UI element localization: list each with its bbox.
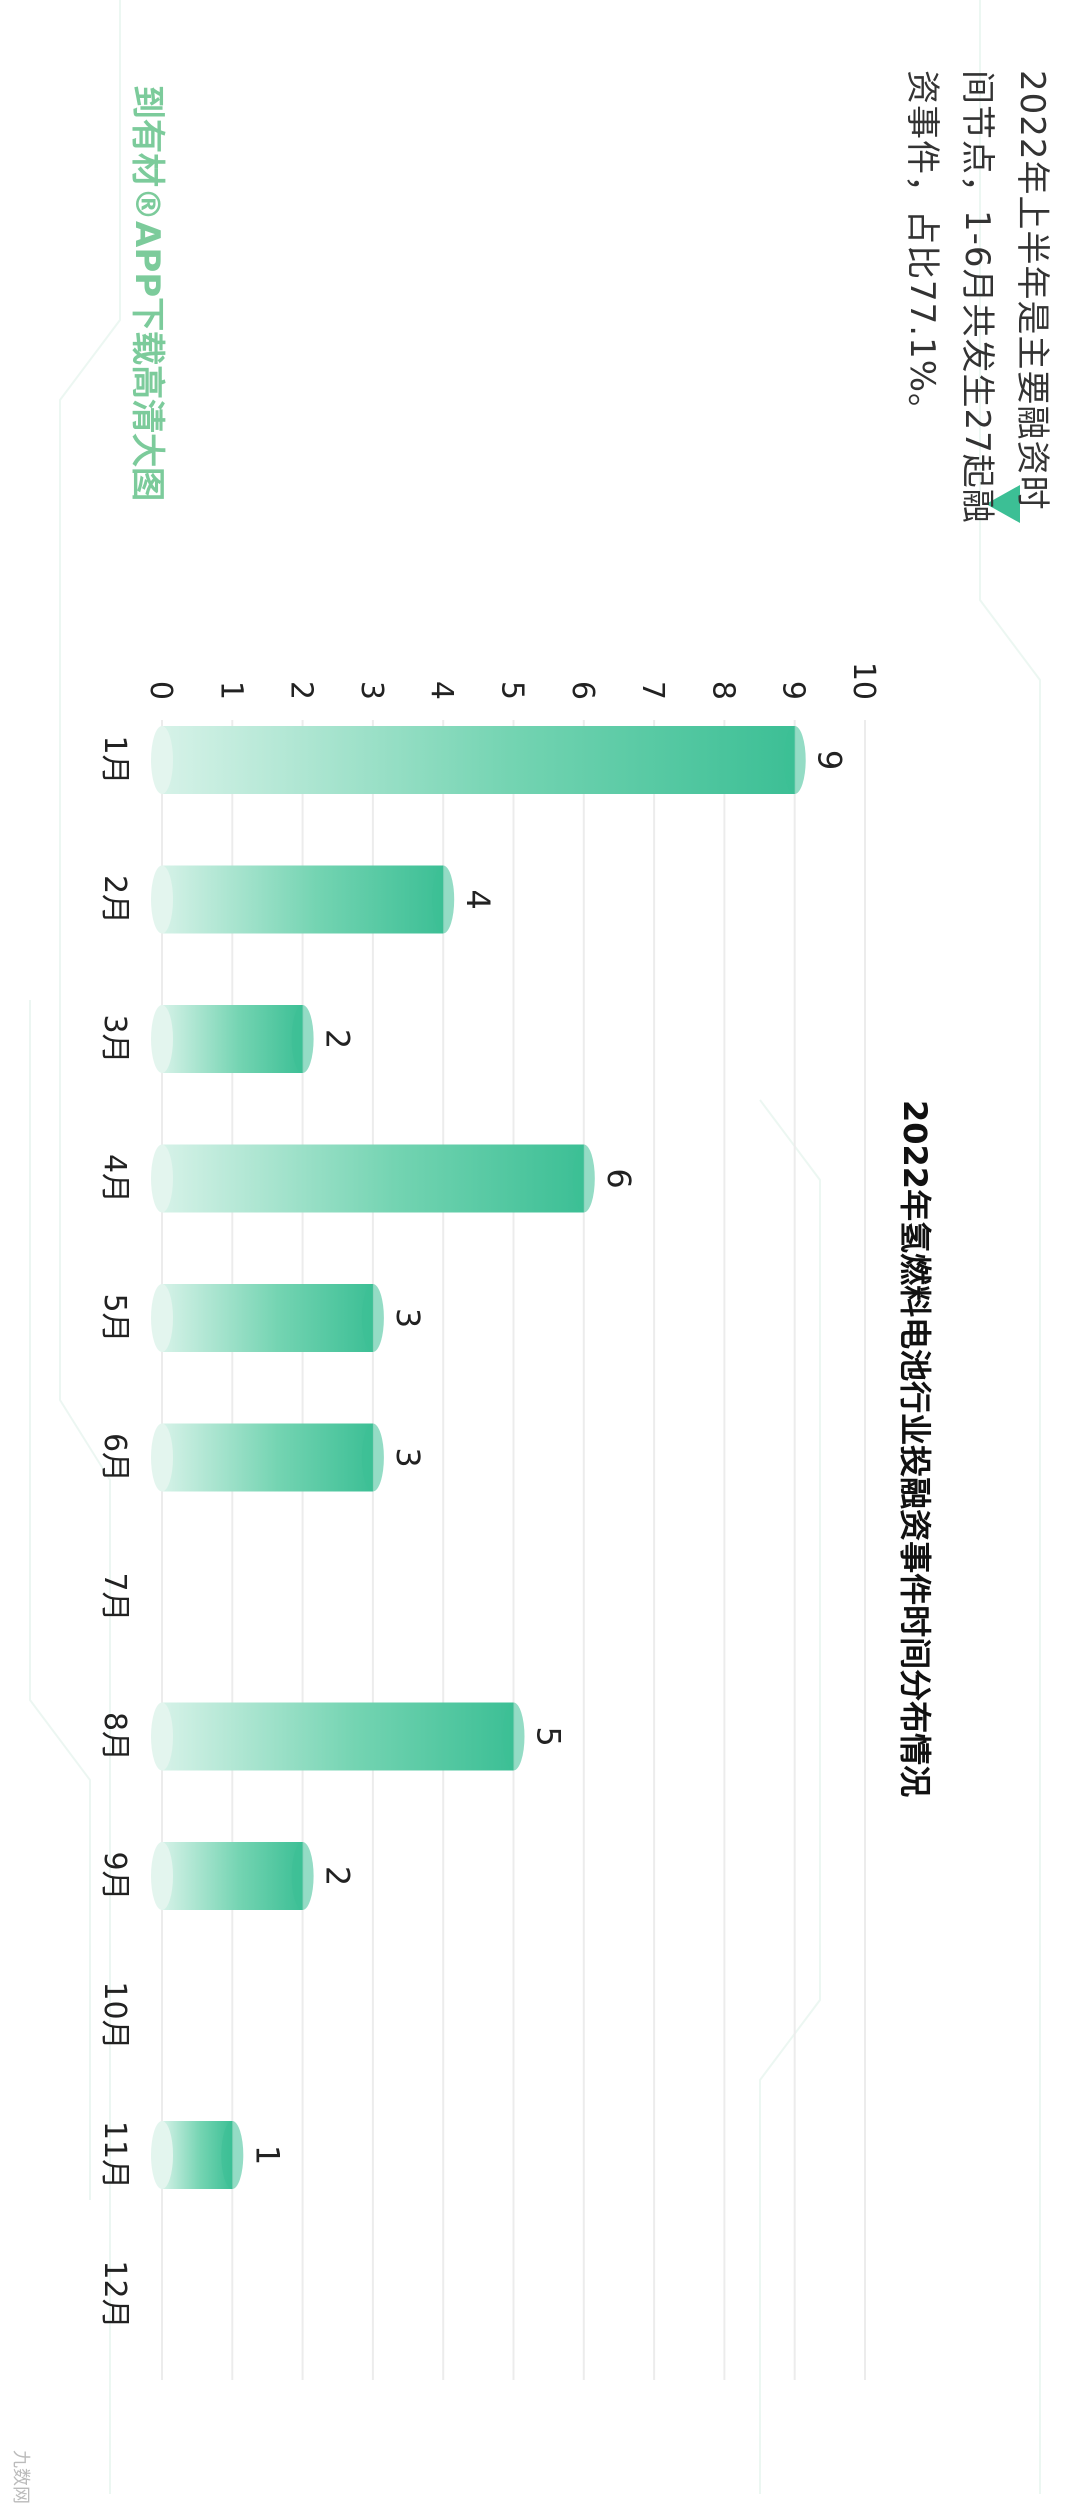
bar bbox=[162, 1423, 373, 1492]
bar-base bbox=[151, 1702, 173, 1771]
x-tick-label: 8月 bbox=[97, 1712, 132, 1761]
data-label: 6 bbox=[600, 1168, 638, 1188]
y-tick-label: 7 bbox=[635, 681, 670, 700]
bar-cap bbox=[291, 1842, 314, 1910]
bar-cap bbox=[502, 1702, 525, 1771]
y-tick-label: 9 bbox=[776, 681, 811, 700]
x-tick-label: 4月 bbox=[97, 1154, 132, 1203]
bar bbox=[162, 1144, 584, 1213]
x-tick-label: 11月 bbox=[97, 2121, 132, 2189]
data-label: 2 bbox=[319, 1029, 357, 1049]
decorative-circuit-line bbox=[59, 0, 121, 2494]
bar-cap bbox=[361, 1423, 384, 1492]
bar-cap bbox=[572, 1144, 595, 1213]
bar-base bbox=[151, 1423, 173, 1492]
bar bbox=[161, 2121, 233, 2189]
data-label: 2 bbox=[319, 1866, 357, 1886]
bar-base bbox=[151, 865, 173, 934]
x-tick-label: 3月 bbox=[97, 1014, 132, 1063]
bar-base bbox=[151, 726, 173, 794]
x-tick-label: 1月 bbox=[97, 735, 132, 784]
bar bbox=[162, 726, 795, 794]
x-tick-label: 12月 bbox=[97, 2260, 132, 2328]
pointer-triangle-icon bbox=[986, 485, 1020, 523]
decorative-circuit-line bbox=[979, 0, 1041, 2494]
x-tick-label: 10月 bbox=[97, 1981, 132, 2049]
bar-cap bbox=[783, 726, 806, 794]
bar-cap bbox=[221, 2121, 244, 2189]
data-label: 9 bbox=[811, 750, 849, 770]
y-tick-label: 4 bbox=[424, 681, 459, 700]
y-tick-label: 5 bbox=[495, 681, 530, 700]
data-label: 3 bbox=[389, 1447, 427, 1467]
x-tick-label: 6月 bbox=[97, 1433, 132, 1482]
bar bbox=[161, 1842, 303, 1910]
bar-cap bbox=[361, 1284, 384, 1352]
y-tick-label: 8 bbox=[705, 681, 740, 700]
data-label: 1 bbox=[248, 2145, 286, 2165]
x-tick-label: 2月 bbox=[97, 875, 132, 924]
decorative-circuit-line bbox=[759, 1099, 821, 2494]
y-tick-label: 1 bbox=[213, 681, 248, 700]
bar bbox=[162, 1284, 373, 1352]
bar bbox=[161, 1005, 303, 1073]
bar-cap bbox=[291, 1005, 314, 1073]
data-label: 3 bbox=[389, 1308, 427, 1328]
bar-base bbox=[151, 1284, 173, 1352]
watermark-badge: 九数网 bbox=[10, 2450, 31, 2504]
y-tick-label: 6 bbox=[565, 681, 600, 700]
y-tick-label: 2 bbox=[284, 681, 319, 700]
x-tick-label: 9月 bbox=[97, 1851, 132, 1900]
y-tick-label: 3 bbox=[354, 681, 389, 700]
x-tick-label: 5月 bbox=[97, 1293, 132, 1342]
bar bbox=[162, 865, 444, 934]
decorative-circuit-line bbox=[29, 1000, 91, 2200]
bar-base bbox=[151, 1005, 173, 1073]
bar-base bbox=[151, 2121, 173, 2189]
x-tick-label: 7月 bbox=[97, 1572, 132, 1621]
data-label: 4 bbox=[459, 889, 497, 909]
data-label: 5 bbox=[530, 1726, 568, 1746]
bar-base bbox=[151, 1842, 173, 1910]
bar-base bbox=[151, 1144, 173, 1213]
y-tick-label: 0 bbox=[143, 681, 178, 700]
bar bbox=[162, 1702, 514, 1771]
bar-cap bbox=[432, 865, 455, 934]
y-tick-label: 10 bbox=[846, 662, 881, 700]
